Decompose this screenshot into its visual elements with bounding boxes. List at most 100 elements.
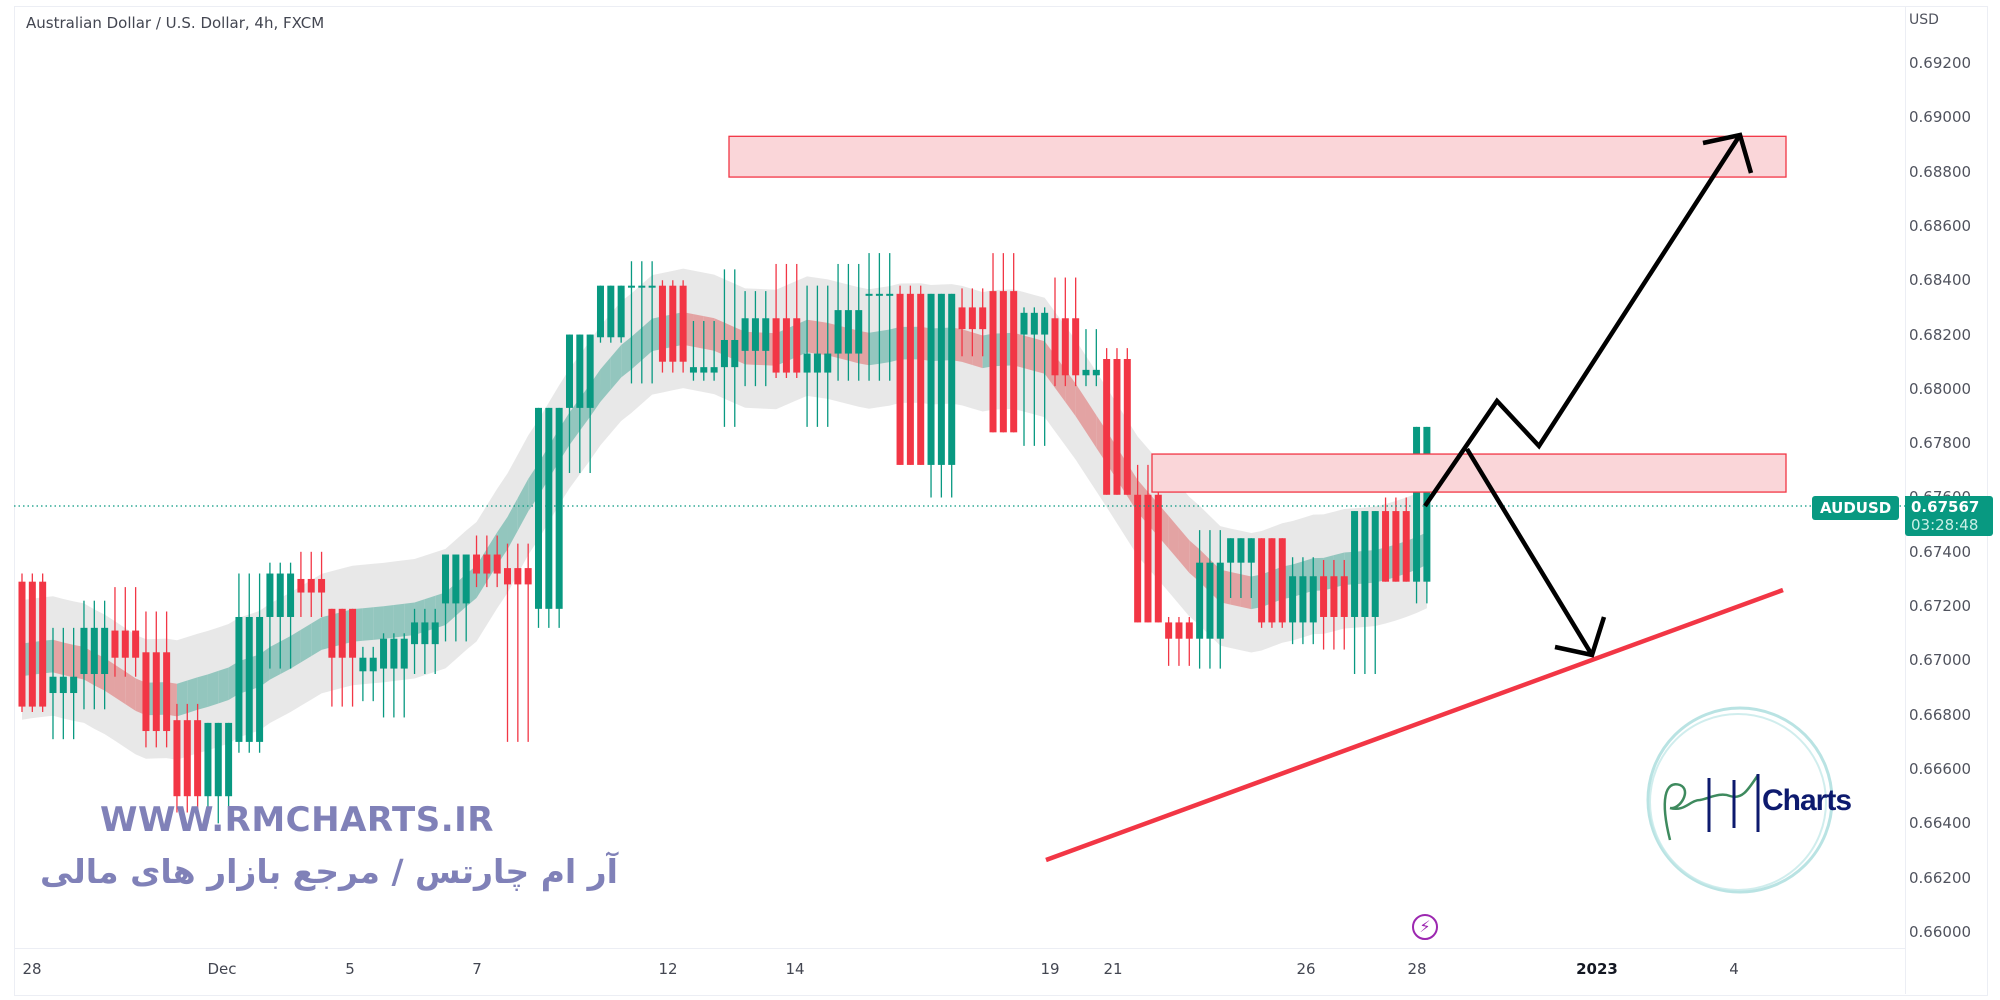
candle-body [596,285,604,338]
trend-ribbon [569,398,580,445]
candle-body [607,285,615,338]
candle-body [865,293,873,296]
candle-body [813,353,821,373]
time-tick: 14 [785,960,805,978]
lightning-event-icon[interactable]: ⚡ [1412,914,1438,940]
symbol-label: AUDUSD [1820,499,1892,517]
candle-body [1092,369,1100,376]
candle-body [1340,576,1348,617]
candle-body [411,622,419,645]
candle-body [1309,576,1317,623]
trend-ribbon [63,642,74,678]
candle-body [225,722,233,797]
candle-body [989,291,997,433]
candle-body [359,657,367,672]
candle-body [163,652,171,732]
trend-ribbon [311,617,322,657]
trend-ribbon [373,606,384,640]
trend-ribbon [693,314,704,349]
candle-body [1144,494,1152,623]
candle-body [555,407,563,609]
candle-body [937,293,945,465]
candle-body [452,554,460,604]
rmcharts-logo-icon [1646,706,1834,894]
trend-ribbon [641,318,653,361]
candle-body [1278,538,1286,623]
candle-body [1258,538,1266,623]
trend-ribbon [869,331,880,366]
candle-body [1227,538,1235,563]
price-tick: 0.67200 [1909,597,1972,616]
trend-ribbon [610,344,622,390]
price-tick: 0.67000 [1909,651,1972,670]
bearish-path-arrow [1465,447,1594,657]
candle-body [183,720,191,797]
candle-body [483,554,491,574]
trend-ribbon [631,327,642,370]
candle-body [751,318,759,351]
candle-body [1103,359,1111,495]
price-tick: 0.69000 [1909,108,1972,127]
watermark-persian: آر ام چارتس / مرجع بازار های مالی [40,852,618,891]
candle-body [1206,562,1214,639]
candle-body [28,581,36,707]
candle-body [917,293,925,465]
candle-body [927,293,935,465]
candle-body [297,578,305,593]
trend-ribbon [383,605,394,639]
candle-body [772,318,780,373]
candle-body [1072,318,1080,376]
trend-ribbon [393,603,405,638]
candle-body [1082,369,1090,376]
price-value-box: 0.67567 03:28:48 [1905,496,1993,536]
time-tick: 19 [1040,960,1060,978]
price-tick: 0.66600 [1909,760,1972,779]
candle-body [1123,359,1131,495]
candle-body [1175,622,1183,639]
candle-body [442,554,450,604]
candle-body [1196,562,1204,639]
time-tick: Dec [207,960,237,978]
candle-body [834,310,842,354]
candle-body [627,285,635,288]
price-axis[interactable]: USD 0.69200 0.69000 0.68800 0.68600 0.68400 0… [1905,0,2000,1000]
candle-body [328,608,336,658]
time-tick: 28 [22,960,42,978]
arrow-head-down-icon [1554,616,1607,658]
candle-body [390,638,398,669]
candle-body [256,616,264,742]
candle-body [421,622,429,645]
candle-body [855,310,863,354]
candle-body [1371,511,1379,617]
candle-body [979,307,987,330]
candle-body [720,339,728,368]
time-tick: 2023 [1576,960,1618,978]
candle-body [1185,622,1193,639]
candle-body [111,630,119,658]
candle-body [1041,312,1049,335]
candle-body [948,293,956,465]
candle-body [545,407,553,609]
candle-body [504,568,512,585]
candle-body [493,554,501,574]
candle-body [307,578,315,593]
candle-body [1268,538,1276,623]
bullish-path-arrow [1423,133,1742,508]
trend-ribbon [114,664,126,705]
chart-canvas[interactable] [0,0,1905,948]
candle-body [565,334,573,408]
candle-body [1154,494,1162,623]
trend-ribbon [125,671,136,711]
candle-body [1289,576,1297,623]
bar-countdown: 03:28:48 [1911,516,1979,534]
time-tick: 26 [1296,960,1316,978]
candle-body [431,622,439,645]
trend-ribbon [497,516,508,565]
candle-body [824,353,832,373]
trend-ribbon [621,336,632,378]
candle-body [1216,562,1224,639]
trend-ribbon [703,316,715,351]
time-tick: 28 [1407,960,1427,978]
candle-body [400,638,408,669]
trend-ribbon [1178,528,1190,573]
